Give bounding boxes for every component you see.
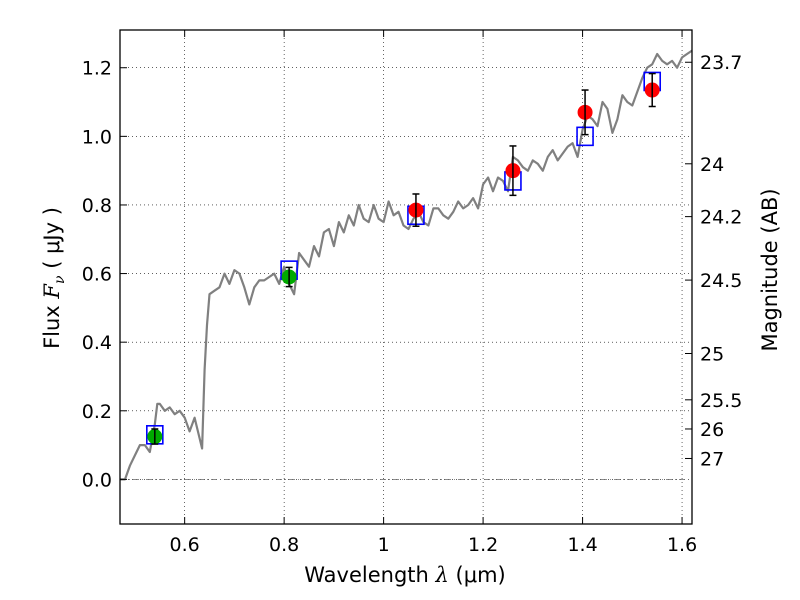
x-tick-labels: 0.6 0.8 1 1.2 1.4 1.6 bbox=[170, 534, 698, 556]
x-tick-label: 1 bbox=[378, 534, 390, 556]
y2-tick-labels: 23.7 24 24.2 24.5 25 25.5 26 27 bbox=[700, 52, 742, 470]
spectrum-series bbox=[120, 49, 693, 481]
y-tick-label: 0.0 bbox=[82, 469, 112, 491]
y2-tick-label: 27 bbox=[700, 448, 724, 470]
grid-lines bbox=[120, 30, 692, 524]
y2-axis-label: Magnitude (AB) bbox=[758, 188, 782, 351]
plot-frame bbox=[119, 29, 693, 525]
x-tick-label: 1.4 bbox=[567, 534, 597, 556]
y2-tick-label: 24 bbox=[700, 154, 724, 176]
y-tick-label: 1.2 bbox=[82, 58, 112, 80]
y-tick-label: 1.0 bbox=[82, 126, 112, 148]
x-axis-label: Wavelength λ (μm) bbox=[304, 563, 505, 587]
y-tick-label: 0.6 bbox=[82, 264, 112, 286]
y2-tick-label: 24.5 bbox=[700, 270, 742, 292]
y2-tick-label: 25.5 bbox=[700, 390, 742, 412]
y-tick-label: 0.2 bbox=[82, 401, 112, 423]
y2-tick-label: 26 bbox=[700, 419, 724, 441]
spectrum-line bbox=[120, 49, 693, 481]
y2-tick-label: 25 bbox=[700, 344, 724, 366]
y2-tick-label: 24.2 bbox=[700, 207, 742, 229]
y-axis-label: Flux Fν ( μJy ) bbox=[40, 207, 68, 349]
x-tick-label: 0.8 bbox=[269, 534, 299, 556]
y2-tick-label: 23.7 bbox=[700, 52, 742, 74]
axis-ticks bbox=[120, 30, 692, 524]
y-tick-labels: 0.0 0.2 0.4 0.6 0.8 1.0 1.2 bbox=[82, 58, 112, 492]
y-tick-label: 0.8 bbox=[82, 195, 112, 217]
observed-photometry-series bbox=[147, 72, 660, 445]
x-tick-label: 1.2 bbox=[468, 534, 498, 556]
y-tick-label: 0.4 bbox=[82, 332, 112, 354]
x-tick-label: 1.6 bbox=[667, 534, 697, 556]
x-tick-label: 0.6 bbox=[170, 534, 200, 556]
